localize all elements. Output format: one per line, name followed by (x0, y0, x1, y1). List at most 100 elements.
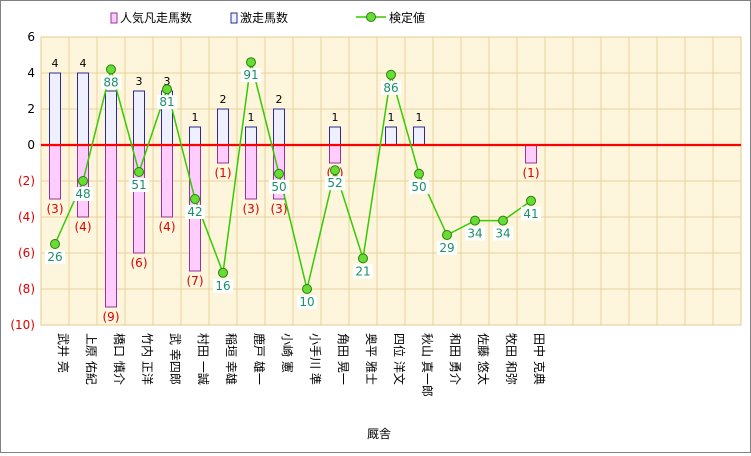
kentei-label-bg (297, 295, 317, 309)
bonso-count-label: (3) (47, 202, 64, 216)
y-tick-label: (4) (18, 210, 35, 224)
kentei-label-bg (213, 278, 233, 293)
kentei-value-label: 41 (523, 207, 538, 221)
kentei-value-label: 52 (327, 176, 342, 190)
kentei-label-bg (381, 80, 401, 95)
bonso-count-label: (3) (243, 202, 260, 216)
y-axis-ticks: 6 4 2 0 (2) (4) (6) (8) (10) (10, 30, 35, 332)
kentei-label-bg (353, 264, 373, 279)
kentei-value-label: 86 (383, 81, 398, 95)
bonso-bar (161, 144, 173, 218)
legend-label-gekiso: 激走馬数 (240, 10, 288, 25)
kentei-label-bg (73, 187, 93, 201)
x-category-label: 橋口 慎介 (112, 333, 126, 385)
kentei-label-bg (493, 226, 513, 241)
kentei-label-bg (157, 95, 177, 110)
gekiso-count-label: 1 (192, 111, 199, 124)
gekiso-bar (77, 72, 89, 146)
x-category-label: 稲垣 幸雄 (224, 333, 239, 385)
gekiso-bar (49, 72, 61, 146)
bonso-count-label: (4) (75, 220, 92, 234)
gekiso-bar (217, 108, 229, 146)
kentei-marker (246, 57, 256, 68)
y-tick-label: (10) (10, 318, 35, 332)
y-tick-label: 4 (27, 66, 35, 80)
kentei-value-label: 51 (131, 178, 146, 192)
bonso-bar (105, 144, 117, 308)
x-category-label: 奥平 雅士 (364, 333, 379, 385)
gekiso-count-label: 1 (332, 111, 339, 124)
kentei-marker (218, 267, 228, 278)
kentei-label-bg (521, 206, 541, 221)
legend-marker-kentei (366, 12, 376, 22)
bonso-count-label: (4) (159, 220, 176, 234)
legend-swatch-bonso (110, 12, 118, 24)
kentei-label-bg (185, 205, 205, 219)
kentei-value-label: 48 (75, 187, 90, 201)
gekiso-count-label: 2 (276, 93, 283, 106)
kentei-label-bg (241, 68, 261, 83)
kentei-value-label: 34 (467, 227, 482, 241)
kentei-marker (498, 215, 508, 226)
kentei-marker (190, 194, 200, 204)
legend-label-bonso: 人気凡走馬数 (120, 10, 192, 25)
kentei-label-bg (45, 250, 65, 264)
x-category-label: 武井 亮 (56, 333, 71, 373)
kentei-line (54, 62, 532, 290)
gekiso-bar (413, 126, 425, 146)
kentei-marker (302, 284, 312, 294)
bonso-count-label: (6) (131, 256, 148, 270)
x-category-label: 鹿戸 雄一 (252, 333, 267, 385)
gekiso-count-label: 1 (388, 111, 395, 124)
kentei-marker (470, 215, 480, 226)
x-category-label: 四位 洋文 (392, 333, 407, 385)
gekiso-count-label: 4 (80, 57, 87, 70)
y-tick-label: (6) (18, 246, 35, 260)
kentei-marker (106, 64, 116, 75)
bonso-count-label: (1) (215, 166, 232, 180)
legend: 人気凡走馬数 激走馬数 検定値 (110, 10, 425, 25)
gekiso-bar (105, 90, 117, 146)
x-category-label: 田中 克典 (532, 333, 547, 385)
gekiso-bar (245, 126, 257, 146)
kentei-value-label: 88 (103, 75, 118, 89)
kentei-marker (442, 230, 452, 240)
kentei-marker (330, 165, 340, 176)
kentei-marker (358, 253, 368, 264)
bonso-count-label: (3) (271, 202, 288, 216)
kentei-label-bg (437, 241, 457, 255)
kentei-marker (386, 69, 396, 80)
x-category-label: 竹内 正洋 (140, 333, 155, 385)
bonso-count-label: (7) (187, 274, 204, 288)
kentei-value-label: 29 (439, 241, 454, 255)
y-tick-label: (8) (18, 282, 35, 296)
legend-swatch-gekiso (230, 12, 238, 24)
gekiso-count-label: 3 (136, 75, 143, 88)
gekiso-count-label: 2 (220, 93, 227, 106)
x-category-label: 上原 佑紀 (84, 333, 98, 385)
kentei-marker (414, 168, 424, 179)
x-category-label: 小崎 憲 (280, 333, 295, 373)
kentei-marker (134, 167, 144, 177)
x-category-label: 小手川 準 (308, 333, 323, 385)
kentei-label-bg (325, 176, 345, 191)
x-axis-title: 厩舎 (367, 427, 391, 441)
x-category-label: 村田 一誠 (196, 333, 210, 385)
gekiso-bar (385, 126, 397, 146)
bonso-count-label: (1) (523, 166, 540, 180)
kentei-label-bg (269, 179, 289, 194)
kentei-value-label: 21 (355, 264, 370, 278)
bonso-count-label: (9) (103, 310, 120, 324)
x-category-label: 武 幸四郎 (168, 333, 182, 385)
kentei-value-label: 26 (47, 250, 62, 264)
legend-label-kentei: 検定値 (389, 10, 425, 25)
y-tick-label: 0 (27, 138, 35, 152)
kentei-value-label: 34 (495, 227, 510, 241)
y-tick-label: (2) (18, 174, 35, 188)
kentei-value-label: 42 (187, 205, 202, 219)
kentei-marker (50, 239, 60, 249)
kentei-marker (78, 176, 88, 186)
gekiso-count-label: 1 (416, 111, 423, 124)
